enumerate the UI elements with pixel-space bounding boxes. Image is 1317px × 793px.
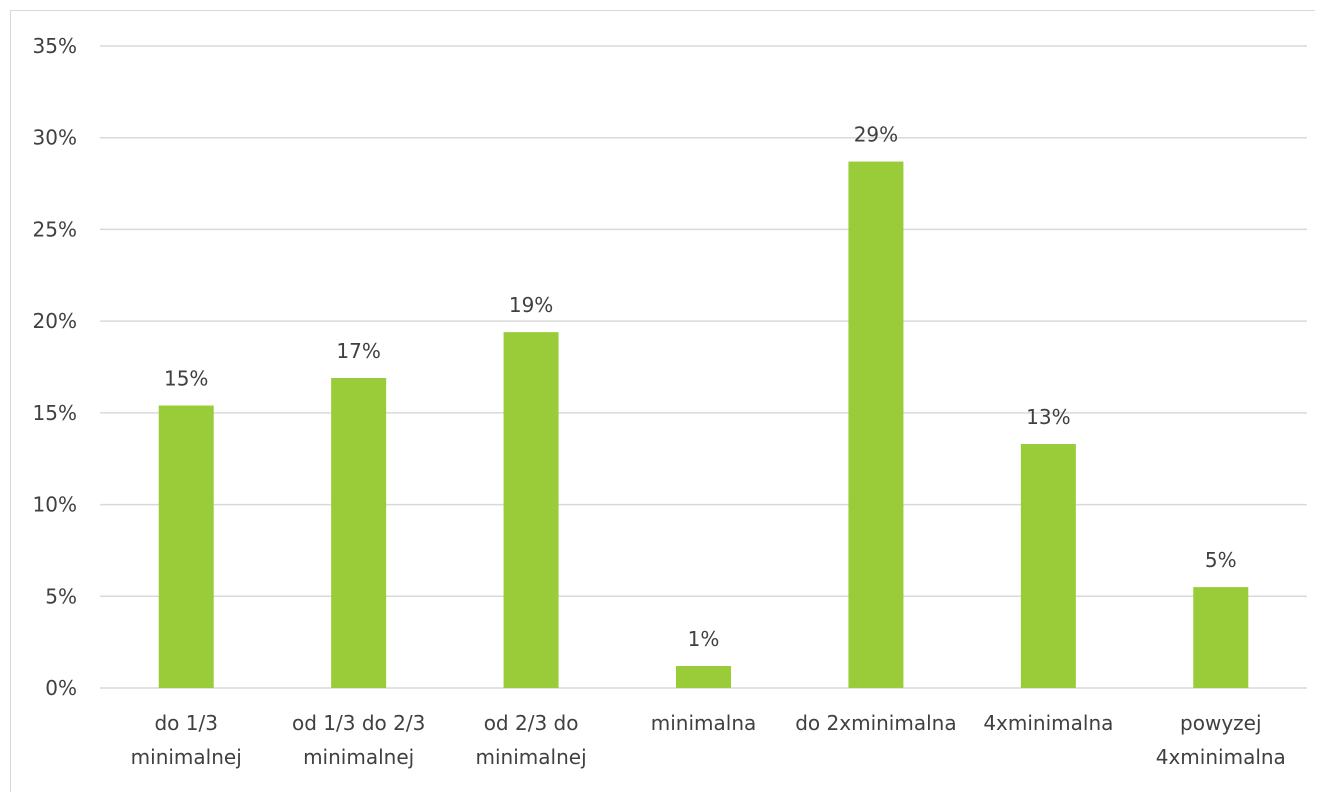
data-label: 29% xyxy=(854,123,898,147)
bars xyxy=(158,161,1249,688)
y-tick-label: 10% xyxy=(33,493,77,517)
bar xyxy=(1193,587,1249,688)
data-label: 15% xyxy=(164,367,208,391)
bar xyxy=(503,332,559,688)
category-label: od 1/3 do 2/3 xyxy=(292,711,425,735)
bar xyxy=(848,161,904,688)
data-label: 1% xyxy=(688,627,720,651)
category-label: minimalna xyxy=(651,711,757,735)
bar xyxy=(1020,444,1076,688)
category-label: minimalnej xyxy=(131,745,242,769)
x-axis-category-labels: do 1/3 minimalnej od 1/3 do 2/3 minimalnej o… xyxy=(131,711,1286,769)
bar xyxy=(158,405,214,688)
category-label: minimalnej xyxy=(303,745,414,769)
y-tick-label: 15% xyxy=(33,401,77,425)
y-tick-label: 0% xyxy=(45,676,77,700)
data-label: 19% xyxy=(509,293,553,317)
y-tick-label: 5% xyxy=(45,584,77,608)
category-label: do 1/3 xyxy=(154,711,217,735)
category-label: 4xminimalna xyxy=(1156,745,1286,769)
category-label: od 2/3 do xyxy=(484,711,579,735)
data-labels: 15% 17% 19% 1% 29% 13% 5% xyxy=(164,123,1237,651)
data-label: 13% xyxy=(1026,405,1070,429)
y-tick-label: 20% xyxy=(33,309,77,333)
y-tick-label: 30% xyxy=(33,126,77,150)
bar xyxy=(331,378,387,688)
gridlines xyxy=(100,45,1307,689)
category-label: do 2xminimalna xyxy=(795,711,956,735)
category-label: powyzej xyxy=(1180,711,1261,735)
bar xyxy=(676,665,731,688)
category-label: 4xminimalna xyxy=(983,711,1113,735)
data-label: 5% xyxy=(1205,548,1237,572)
y-axis-tick-labels: 0% 5% 10% 15% 20% 25% 30% 35% xyxy=(33,34,77,700)
data-label: 17% xyxy=(336,339,380,363)
chart-frame xyxy=(10,10,1315,792)
y-tick-label: 35% xyxy=(33,34,77,58)
category-label: minimalnej xyxy=(476,745,587,769)
y-tick-label: 25% xyxy=(33,217,77,241)
